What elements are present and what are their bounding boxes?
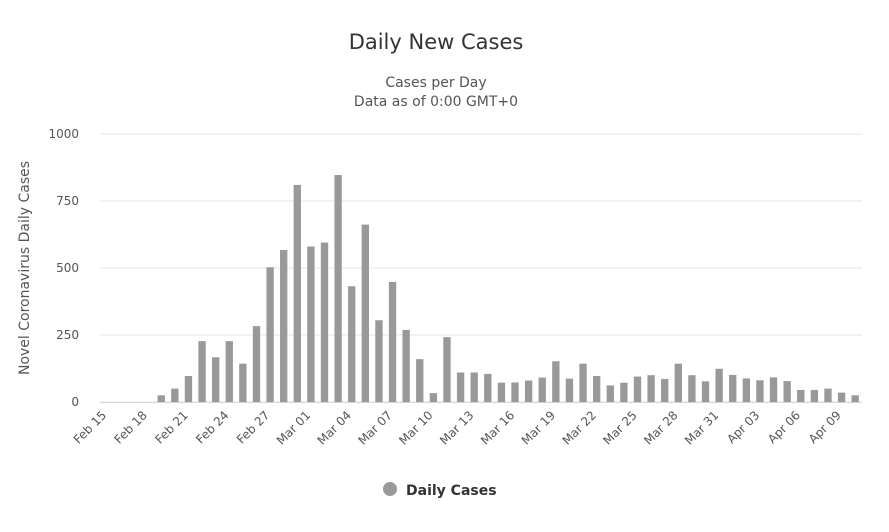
- bar: [320, 242, 329, 402]
- x-tick-label: Mar 01: [274, 408, 313, 447]
- bar: [252, 326, 261, 402]
- bar: [824, 388, 832, 402]
- x-tick-label: Apr 06: [765, 408, 803, 446]
- y-tick-label: 250: [56, 328, 79, 342]
- bar: [443, 337, 451, 402]
- x-tick-label: Feb 18: [112, 408, 150, 446]
- bar: [198, 341, 206, 402]
- bar: [851, 395, 859, 402]
- bar: [592, 376, 601, 402]
- y-tick-label: 750: [56, 194, 79, 208]
- x-tick-label: Mar 31: [682, 408, 721, 447]
- bar: [429, 393, 438, 402]
- bar: [348, 286, 356, 402]
- bar: [375, 320, 383, 402]
- legend-label: Daily Cases: [406, 483, 497, 499]
- x-tick-label: Mar 25: [600, 408, 639, 447]
- bar: [416, 359, 424, 402]
- bar: [184, 376, 193, 402]
- bar: [470, 372, 478, 402]
- bar: [769, 377, 778, 402]
- x-tick-label: Feb 21: [152, 408, 190, 446]
- x-tick-label: Feb 27: [234, 408, 272, 446]
- chart-subtitle: Data as of 0:00 GMT+0: [354, 94, 518, 110]
- bar: [661, 378, 669, 402]
- bar: [484, 373, 492, 402]
- x-tick-label: Mar 07: [355, 408, 394, 447]
- bar: [756, 380, 764, 402]
- bar: [620, 382, 628, 402]
- bar: [293, 184, 301, 402]
- bar: [797, 389, 805, 402]
- bar: [783, 381, 791, 402]
- y-tick-label: 1000: [48, 127, 79, 141]
- x-tick-label: Mar 22: [560, 408, 599, 447]
- bar: [511, 382, 519, 402]
- bar: [361, 224, 370, 402]
- bar: [742, 378, 751, 402]
- bar: [565, 378, 574, 402]
- bar: [674, 363, 682, 402]
- bar: [307, 246, 315, 402]
- x-tick-label: Feb 24: [193, 408, 231, 446]
- bar: [810, 389, 819, 402]
- y-tick-label: 500: [56, 261, 79, 275]
- bar: [334, 175, 342, 402]
- bar: [701, 381, 710, 402]
- y-tick-label: 0: [71, 395, 79, 409]
- x-tick-label: Mar 19: [519, 408, 558, 447]
- x-tick-label: Apr 03: [724, 408, 762, 446]
- chart-subtitle: Cases per Day: [385, 75, 486, 91]
- bar: [239, 363, 247, 402]
- bar: [402, 329, 410, 402]
- bar: [157, 395, 165, 402]
- bar: [171, 388, 179, 402]
- bar: [647, 375, 655, 402]
- bar: [497, 382, 506, 402]
- bar: [729, 374, 737, 402]
- legend-marker: [383, 482, 397, 496]
- x-tick-label: Mar 13: [437, 408, 476, 447]
- x-tick-label: Mar 16: [478, 408, 517, 447]
- bar: [388, 281, 397, 402]
- bar: [225, 341, 233, 402]
- bar: [266, 267, 274, 402]
- bar: [538, 377, 546, 402]
- x-tick-label: Feb 15: [71, 408, 109, 446]
- bar: [211, 357, 220, 402]
- y-axis-label: Novel Coronavirus Daily Cases: [17, 161, 33, 375]
- bar: [524, 380, 533, 402]
- x-tick-label: Mar 04: [315, 408, 354, 447]
- bar: [280, 250, 288, 402]
- x-tick-label: Mar 28: [641, 408, 680, 447]
- bar: [837, 392, 846, 402]
- chart-title: Daily New Cases: [349, 30, 524, 54]
- bar: [579, 363, 587, 402]
- x-tick-label: Apr 09: [806, 408, 844, 446]
- x-tick-label: Mar 10: [396, 408, 435, 447]
- bar: [552, 361, 560, 402]
- bar: [456, 372, 465, 402]
- bar: [688, 375, 696, 402]
- bar: [633, 376, 642, 402]
- bar: [715, 368, 723, 402]
- bar: [606, 385, 614, 402]
